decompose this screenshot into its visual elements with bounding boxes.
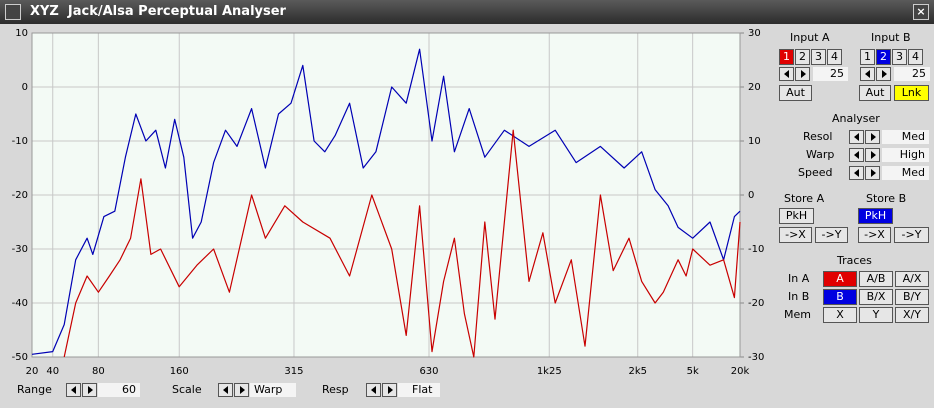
store-a-label: Store A	[784, 192, 825, 205]
range-value: 60	[98, 383, 140, 397]
window-menu-icon[interactable]	[5, 4, 21, 20]
increase-button[interactable]	[865, 130, 880, 144]
peak-hold-button[interactable]: PkH	[858, 208, 893, 224]
trace-line	[63, 129, 741, 358]
decrease-button[interactable]	[849, 166, 864, 180]
input-a-channel[interactable]: 1	[779, 49, 794, 65]
window-title: XYZ Jack/Alsa Perceptual Analyser	[30, 4, 286, 19]
increase-button[interactable]	[865, 166, 880, 180]
y-tick-label: -10	[12, 136, 28, 147]
setting-label: Warp	[806, 148, 835, 161]
trace-button[interactable]: A/B	[859, 271, 893, 287]
increase-button[interactable]	[876, 67, 891, 81]
trace-row-label: In A	[788, 272, 810, 285]
bottom-bar: Range 60 Scale Warp Resp Flat	[0, 380, 934, 408]
trace-row-label: In B	[788, 290, 810, 303]
y2-tick-label: -20	[748, 298, 764, 309]
input-a-channel[interactable]: 4	[827, 49, 842, 65]
y2-tick-label: 30	[748, 28, 761, 39]
input-a-channel[interactable]: 2	[795, 49, 810, 65]
input-a-gain: 25	[813, 67, 848, 81]
auto-button[interactable]: Aut	[779, 85, 812, 101]
trace-button[interactable]: A	[823, 271, 857, 287]
close-button[interactable]: ×	[913, 4, 929, 20]
setting-value: Med	[882, 130, 929, 144]
y2-tick-label: -30	[748, 352, 764, 363]
y-tick-label: -50	[12, 352, 28, 363]
y2-tick-label: 20	[748, 82, 761, 93]
decrease-button[interactable]	[779, 67, 794, 81]
input-b-channel[interactable]: 1	[860, 49, 875, 65]
increase-button[interactable]	[865, 148, 880, 162]
setting-label: Resol	[803, 130, 833, 143]
analyser-label: Analyser	[832, 112, 880, 125]
input-a-channel[interactable]: 3	[811, 49, 826, 65]
increase-button[interactable]	[382, 383, 397, 397]
store-button[interactable]: ->Y	[894, 227, 929, 243]
x-tick-label: 40	[46, 366, 59, 377]
y2-tick-label: -10	[748, 244, 764, 255]
chart: 10 0 -10 -20 -30 -40 -50 30 20 10 0 -10 -20 -30 20 40 80…	[12, 28, 765, 377]
scale-value: Warp	[250, 383, 296, 397]
x-tick-label: 20	[26, 366, 39, 377]
y2-tick-label: 0	[748, 190, 754, 201]
peak-hold-button[interactable]: PkH	[779, 208, 814, 224]
x-tick-label: 5k	[687, 366, 699, 377]
input-b-gain: 25	[894, 67, 930, 81]
traces-label: Traces	[837, 254, 872, 267]
x-tick-label: 1k25	[537, 366, 562, 377]
trace-button[interactable]: X	[823, 307, 857, 323]
y-tick-label: -30	[12, 244, 28, 255]
input-a-label: Input A	[790, 31, 830, 44]
store-button[interactable]: ->X	[858, 227, 891, 243]
resp-value: Flat	[398, 383, 440, 397]
setting-value: High	[882, 148, 929, 162]
trace-button[interactable]: X/Y	[895, 307, 929, 323]
range-label: Range	[17, 383, 52, 396]
setting-label: Speed	[798, 166, 833, 179]
input-b-label: Input B	[871, 31, 911, 44]
store-b-label: Store B	[866, 192, 907, 205]
decrease-button[interactable]	[218, 383, 233, 397]
x-tick-label: 630	[419, 366, 438, 377]
x-tick-label: 315	[284, 366, 303, 377]
decrease-button[interactable]	[860, 67, 875, 81]
trace-button[interactable]: A/X	[895, 271, 929, 287]
x-tick-label: 160	[170, 366, 189, 377]
link-button[interactable]: Lnk	[894, 85, 929, 101]
trace-button[interactable]: B/Y	[895, 289, 929, 305]
decrease-button[interactable]	[849, 130, 864, 144]
input-b-channel[interactable]: 3	[892, 49, 907, 65]
y2-tick-label: 10	[748, 136, 761, 147]
decrease-button[interactable]	[66, 383, 81, 397]
store-button[interactable]: ->X	[779, 227, 812, 243]
x-tick-label: 2k5	[628, 366, 647, 377]
trace-row-label: Mem	[784, 308, 811, 321]
trace-button[interactable]: Y	[859, 307, 893, 323]
title-bar: XYZ Jack/Alsa Perceptual Analyser ×	[0, 0, 934, 24]
x-tick-label: 80	[92, 366, 105, 377]
increase-button[interactable]	[82, 383, 97, 397]
y-tick-label: -40	[12, 298, 28, 309]
increase-button[interactable]	[234, 383, 249, 397]
decrease-button[interactable]	[366, 383, 381, 397]
auto-button[interactable]: Aut	[859, 85, 891, 101]
trace-button[interactable]: B/X	[859, 289, 893, 305]
y-tick-label: 10	[15, 28, 28, 39]
scale-label: Scale	[172, 383, 202, 396]
y-tick-label: 0	[22, 82, 28, 93]
store-button[interactable]: ->Y	[815, 227, 848, 243]
decrease-button[interactable]	[849, 148, 864, 162]
increase-button[interactable]	[795, 67, 810, 81]
input-b-channel[interactable]: 4	[908, 49, 923, 65]
y-tick-label: -20	[12, 190, 28, 201]
resp-label: Resp	[322, 383, 349, 396]
x-tick-label: 20k	[731, 366, 750, 377]
trace-line	[31, 48, 741, 355]
input-b-channel[interactable]: 2	[876, 49, 891, 65]
setting-value: Med	[882, 166, 929, 180]
trace-button[interactable]: B	[823, 289, 857, 305]
plot-border	[31, 32, 741, 358]
